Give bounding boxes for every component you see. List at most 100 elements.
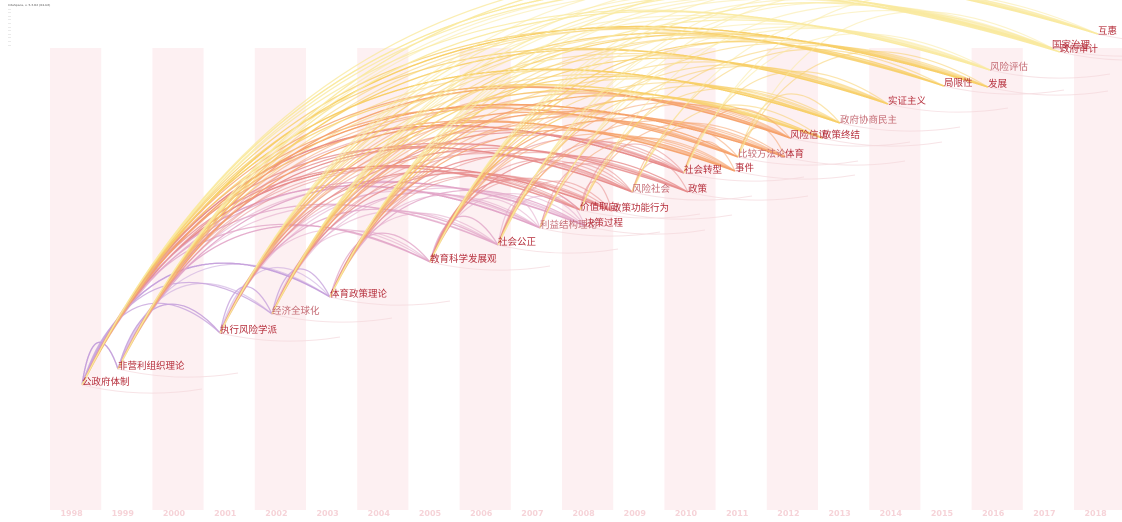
edge-n16-n20: [737, 93, 841, 158]
keyword-label-n25[interactable]: 政府审计: [1060, 43, 1099, 55]
keyword-label-n27[interactable]: 互惠: [1098, 25, 1117, 37]
node-tail-n11: [611, 210, 733, 220]
year-band-2012: [766, 48, 818, 510]
edge-n12-n16: [631, 127, 739, 193]
year-label-2017: 2017: [1033, 509, 1055, 518]
keyword-label-n11[interactable]: 政策功能行为: [612, 202, 669, 214]
edge-n4-n21: [271, 54, 889, 315]
edge-n2-n3: [117, 303, 221, 370]
edge-n7-n17: [497, 120, 786, 246]
edge-n8-n27: [539, 0, 1099, 229]
edge-n6-n19: [429, 97, 823, 263]
edge-n8-n24: [539, 27, 991, 229]
node-tail-n3: [219, 332, 341, 342]
year-label-2007: 2007: [521, 509, 543, 518]
meta-line: ...: [8, 38, 11, 43]
keyword-label-n24[interactable]: 风险评估: [990, 61, 1029, 73]
keyword-label-n15[interactable]: 事件: [735, 162, 755, 174]
year-label-2014: 2014: [880, 509, 903, 518]
edge-n3-n19: [219, 88, 823, 334]
meta-line: ...: [8, 42, 11, 47]
keyword-label-n2[interactable]: 非营利组织理论: [118, 360, 185, 372]
year-label-1999: 1999: [112, 509, 135, 518]
edge-n4-n6: [271, 230, 431, 315]
edge-n7-n23: [497, 42, 989, 246]
edge-n3-n5: [219, 267, 331, 334]
edge-n2-n27: [117, 0, 1099, 370]
edge-n10-n23: [579, 45, 989, 211]
edge-n7-n24: [497, 26, 991, 246]
edge-n5-n20: [329, 78, 841, 298]
keyword-label-n10[interactable]: 价值取向: [580, 201, 618, 213]
keyword-label-n17[interactable]: 体育: [785, 148, 804, 160]
edge-n4-n20: [271, 75, 841, 315]
year-band-2018: [1074, 48, 1122, 510]
keyword-label-n20[interactable]: 政府协商民主: [840, 114, 897, 126]
node-tail-n24: [989, 69, 1111, 79]
keyword-label-n5[interactable]: 体育政策理论: [330, 288, 388, 300]
meta-line: ...: [8, 17, 11, 22]
node-tail-n4: [271, 313, 393, 323]
keyword-label-n8[interactable]: 利益结构理论: [540, 219, 598, 231]
keyword-label-n12[interactable]: 风险社会: [632, 183, 671, 195]
meta-line: ...: [8, 35, 11, 40]
node-tail-n10: [579, 209, 701, 219]
keyword-label-n14[interactable]: 社会转型: [684, 164, 723, 176]
year-label-1998: 1998: [60, 509, 83, 518]
meta-line: ...: [8, 24, 11, 29]
year-band-2016: [971, 48, 1023, 510]
year-label-2012: 2012: [777, 509, 799, 518]
keyword-label-n3[interactable]: 执行风险学派: [220, 324, 278, 336]
node-tail-n2: [117, 368, 239, 378]
keyword-label-n13[interactable]: 政策: [688, 183, 708, 195]
meta-line: ...: [8, 10, 11, 15]
keyword-label-n23[interactable]: 发展: [988, 78, 1008, 90]
keyword-label-n1[interactable]: 公政府体制: [82, 376, 130, 388]
keyword-label-n7[interactable]: 社会公正: [498, 236, 537, 248]
node-tail-n17: [784, 156, 906, 166]
node-tail-n13: [687, 191, 809, 201]
edge-n6-n25: [429, 2, 1061, 263]
year-band-2000: [152, 48, 204, 510]
edge-n5-n17: [329, 113, 786, 298]
node-tail-n19: [821, 137, 943, 147]
meta-line: ...: [8, 31, 11, 36]
edge-n3-n18: [219, 90, 791, 334]
keyword-label-n16[interactable]: 比较方法论: [738, 148, 786, 160]
edge-n8-n15: [539, 137, 736, 229]
node-tail-n6: [429, 261, 551, 271]
edge-n5-n24: [329, 19, 991, 298]
year-label-2001: 2001: [214, 509, 237, 518]
node-tail-n18: [789, 137, 911, 147]
meta-line: ...: [8, 13, 11, 18]
run-metadata: CiteSpace, v. 5.3.R2 (64-bit)...........…: [8, 3, 51, 47]
keyword-label-n26[interactable]: 国家治理: [1052, 39, 1091, 51]
node-tail-n7: [497, 244, 619, 254]
year-label-2004: 2004: [368, 509, 391, 518]
keyword-label-n19[interactable]: 政策终结: [822, 129, 860, 141]
edge-n5-n27: [329, 0, 1099, 298]
year-label-2009: 2009: [624, 509, 647, 518]
edge-n6-n27: [429, 0, 1099, 263]
keyword-label-n4[interactable]: 经济全球化: [272, 305, 320, 317]
year-label-2000: 2000: [163, 509, 186, 518]
keyword-label-n21[interactable]: 实证主义: [888, 95, 927, 107]
year-band-2010: [664, 48, 716, 510]
edge-n5-n21: [329, 57, 889, 298]
edge-n4-n5: [271, 268, 331, 315]
node-tail-n16: [737, 156, 859, 166]
year-label-2003: 2003: [316, 509, 338, 518]
year-bands: [50, 48, 1122, 510]
meta-line: CiteSpace, v. 5.3.R2 (64-bit): [8, 3, 51, 7]
node-tail-n22: [943, 85, 1065, 95]
edge-n5-n6: [329, 232, 431, 298]
edge-n2-n22: [117, 28, 945, 370]
keyword-label-n22[interactable]: 局限性: [944, 77, 973, 89]
keyword-label-n6[interactable]: 教育科学发展观: [430, 253, 497, 265]
keyword-label-n9[interactable]: 决策过程: [585, 217, 624, 229]
edge-n12-n25: [631, 9, 1061, 193]
edge-n10-n14: [579, 143, 685, 211]
keyword-label-n18[interactable]: 风险信访: [790, 129, 829, 141]
node-tail-n25: [1059, 51, 1122, 61]
